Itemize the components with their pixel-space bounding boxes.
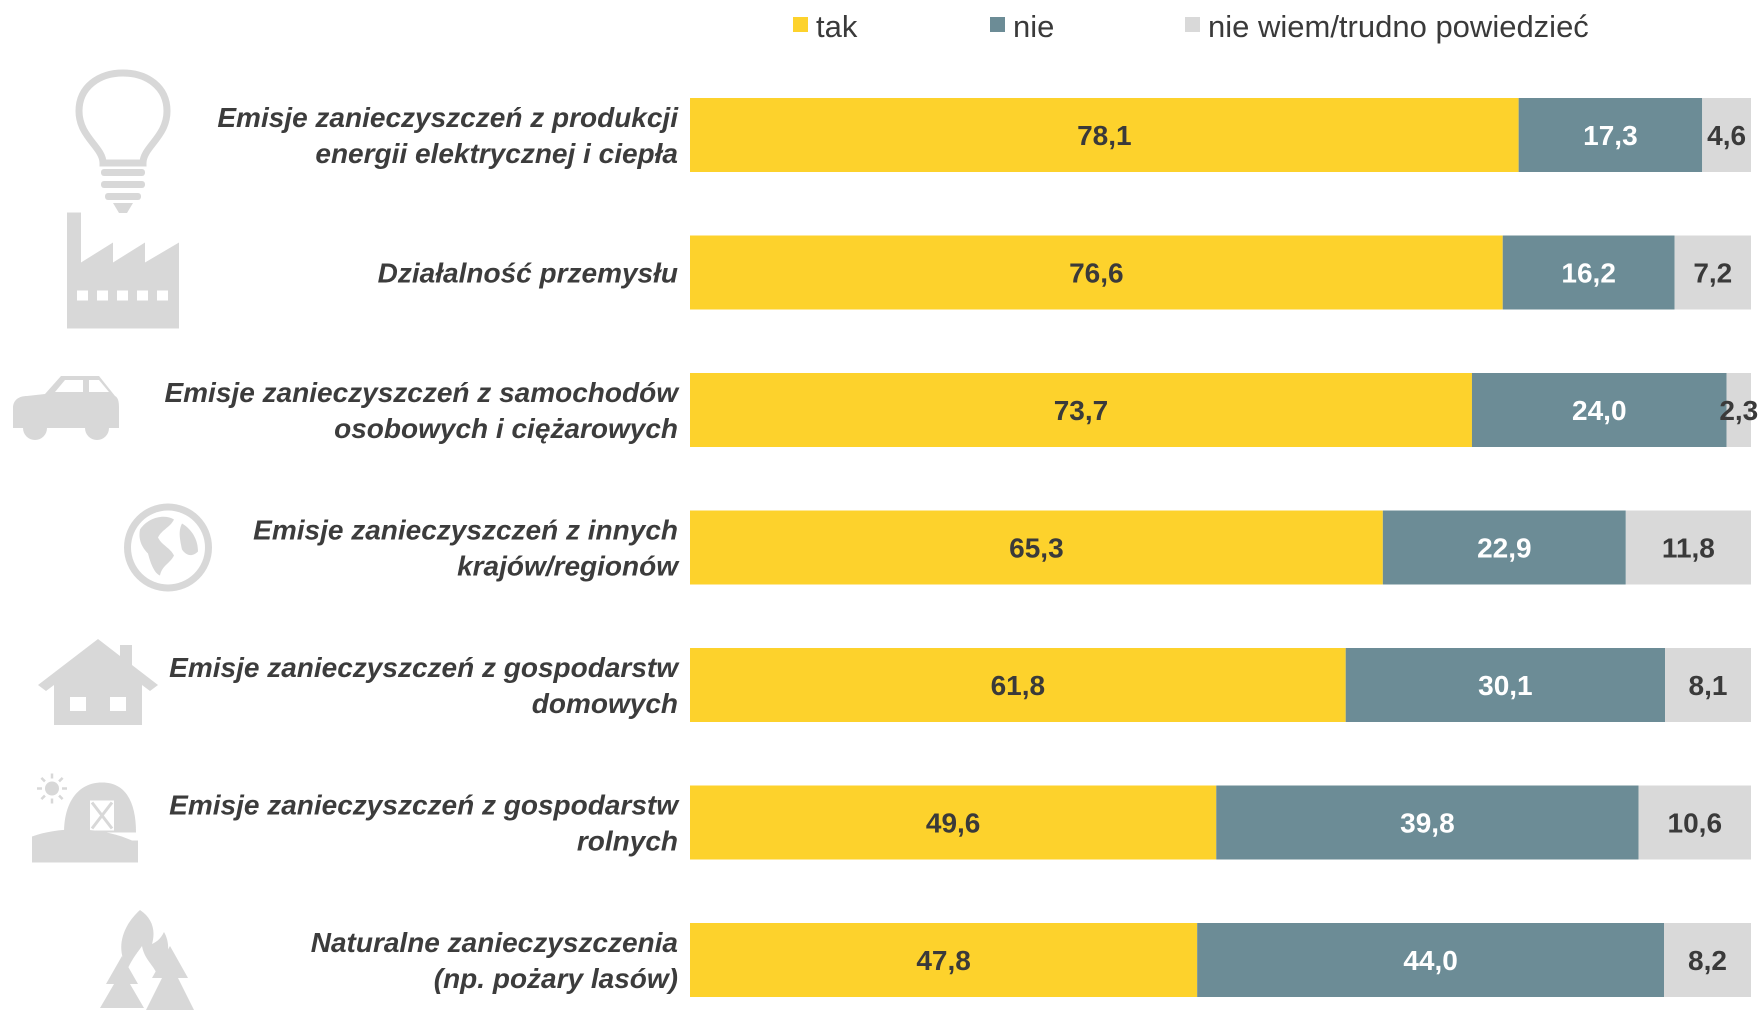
value-label: 49,6 bbox=[926, 808, 981, 839]
bars bbox=[690, 98, 1751, 997]
bar-segment bbox=[1502, 235, 1675, 310]
bar-segment bbox=[1665, 648, 1751, 722]
legend: tak nie nie wiem/trudno powiedzieć bbox=[793, 9, 1589, 44]
bar-segment bbox=[1625, 510, 1751, 585]
category-label: Emisje zanieczyszczeń z innych krajów/reg… bbox=[253, 515, 680, 582]
bar-segment bbox=[1382, 510, 1626, 585]
legend-swatch bbox=[793, 17, 808, 32]
value-label: 78,1 bbox=[1077, 120, 1132, 151]
globe-icon bbox=[124, 503, 212, 592]
bar-segment bbox=[690, 510, 1383, 585]
bar-segment bbox=[1345, 648, 1666, 722]
bar-segment bbox=[1518, 98, 1703, 172]
value-label: 8,1 bbox=[1689, 670, 1728, 701]
value-label: 22,9 bbox=[1477, 533, 1532, 564]
category-label: Emisje zanieczyszczeń z gospodarstw domow… bbox=[169, 652, 680, 719]
bar-segment bbox=[1216, 785, 1639, 860]
value-label: 44,0 bbox=[1403, 945, 1458, 976]
category-label: Działalność przemysłu bbox=[378, 258, 678, 289]
value-label: 76,6 bbox=[1069, 258, 1124, 289]
car-icon bbox=[13, 376, 119, 440]
forest-fire-icon bbox=[100, 910, 194, 1010]
lightbulb-icon bbox=[75, 69, 171, 213]
legend-label: tak bbox=[816, 9, 858, 44]
bar-segment bbox=[690, 373, 1472, 447]
bar-segment bbox=[690, 98, 1519, 172]
bar-segment bbox=[1674, 235, 1751, 310]
value-label: 4,6 bbox=[1707, 120, 1746, 151]
bar-segment bbox=[690, 648, 1346, 722]
value-label: 2,3 bbox=[1719, 395, 1758, 426]
bar-segment bbox=[1638, 785, 1751, 860]
bar-segment bbox=[1471, 373, 1727, 447]
value-labels: 78,1 17,3 4,6 76,6 16,2 7,2 73,7 24,0 2,3 65,3 22,… bbox=[916, 120, 1758, 976]
value-label: 39,8 bbox=[1400, 808, 1455, 839]
value-label: 10,6 bbox=[1668, 808, 1723, 839]
value-label: 24,0 bbox=[1572, 395, 1627, 426]
bar-segment bbox=[1702, 98, 1751, 172]
farm-icon bbox=[32, 773, 138, 863]
legend-swatch bbox=[1185, 17, 1200, 32]
category-label: Emisje zanieczyszczeń z produkcji energii… bbox=[217, 102, 679, 169]
value-label: 7,2 bbox=[1693, 258, 1732, 289]
category-label: Naturalne zanieczyszczenia (np. pożary la… bbox=[311, 927, 678, 994]
bar-segment bbox=[690, 923, 1198, 997]
legend-label: nie bbox=[1013, 9, 1054, 44]
value-label: 16,2 bbox=[1561, 258, 1616, 289]
value-label: 65,3 bbox=[1009, 533, 1064, 564]
house-icon bbox=[38, 639, 158, 725]
bar-segment bbox=[690, 235, 1503, 310]
category-label: Emisje zanieczyszczeń z gospodarstw rolny… bbox=[169, 790, 680, 857]
bar-segment bbox=[1663, 923, 1751, 997]
value-label: 73,7 bbox=[1054, 395, 1109, 426]
value-label: 61,8 bbox=[991, 670, 1046, 701]
value-label: 30,1 bbox=[1478, 670, 1533, 701]
legend-swatch bbox=[990, 17, 1005, 32]
value-label: 8,2 bbox=[1688, 945, 1727, 976]
category-labels: Emisje zanieczyszczeń z produkcji energii… bbox=[164, 102, 680, 994]
bar-segment bbox=[1197, 923, 1664, 997]
legend-label: nie wiem/trudno powiedzieć bbox=[1208, 9, 1589, 44]
bar-segment bbox=[1726, 373, 1751, 447]
value-label: 47,8 bbox=[916, 945, 971, 976]
bar-segment bbox=[690, 785, 1217, 860]
factory-icon bbox=[67, 212, 179, 329]
value-label: 17,3 bbox=[1583, 120, 1638, 151]
category-icons bbox=[13, 69, 212, 1010]
value-label: 11,8 bbox=[1662, 533, 1715, 564]
category-label: Emisje zanieczyszczeń z samochodów osobow… bbox=[164, 377, 680, 444]
